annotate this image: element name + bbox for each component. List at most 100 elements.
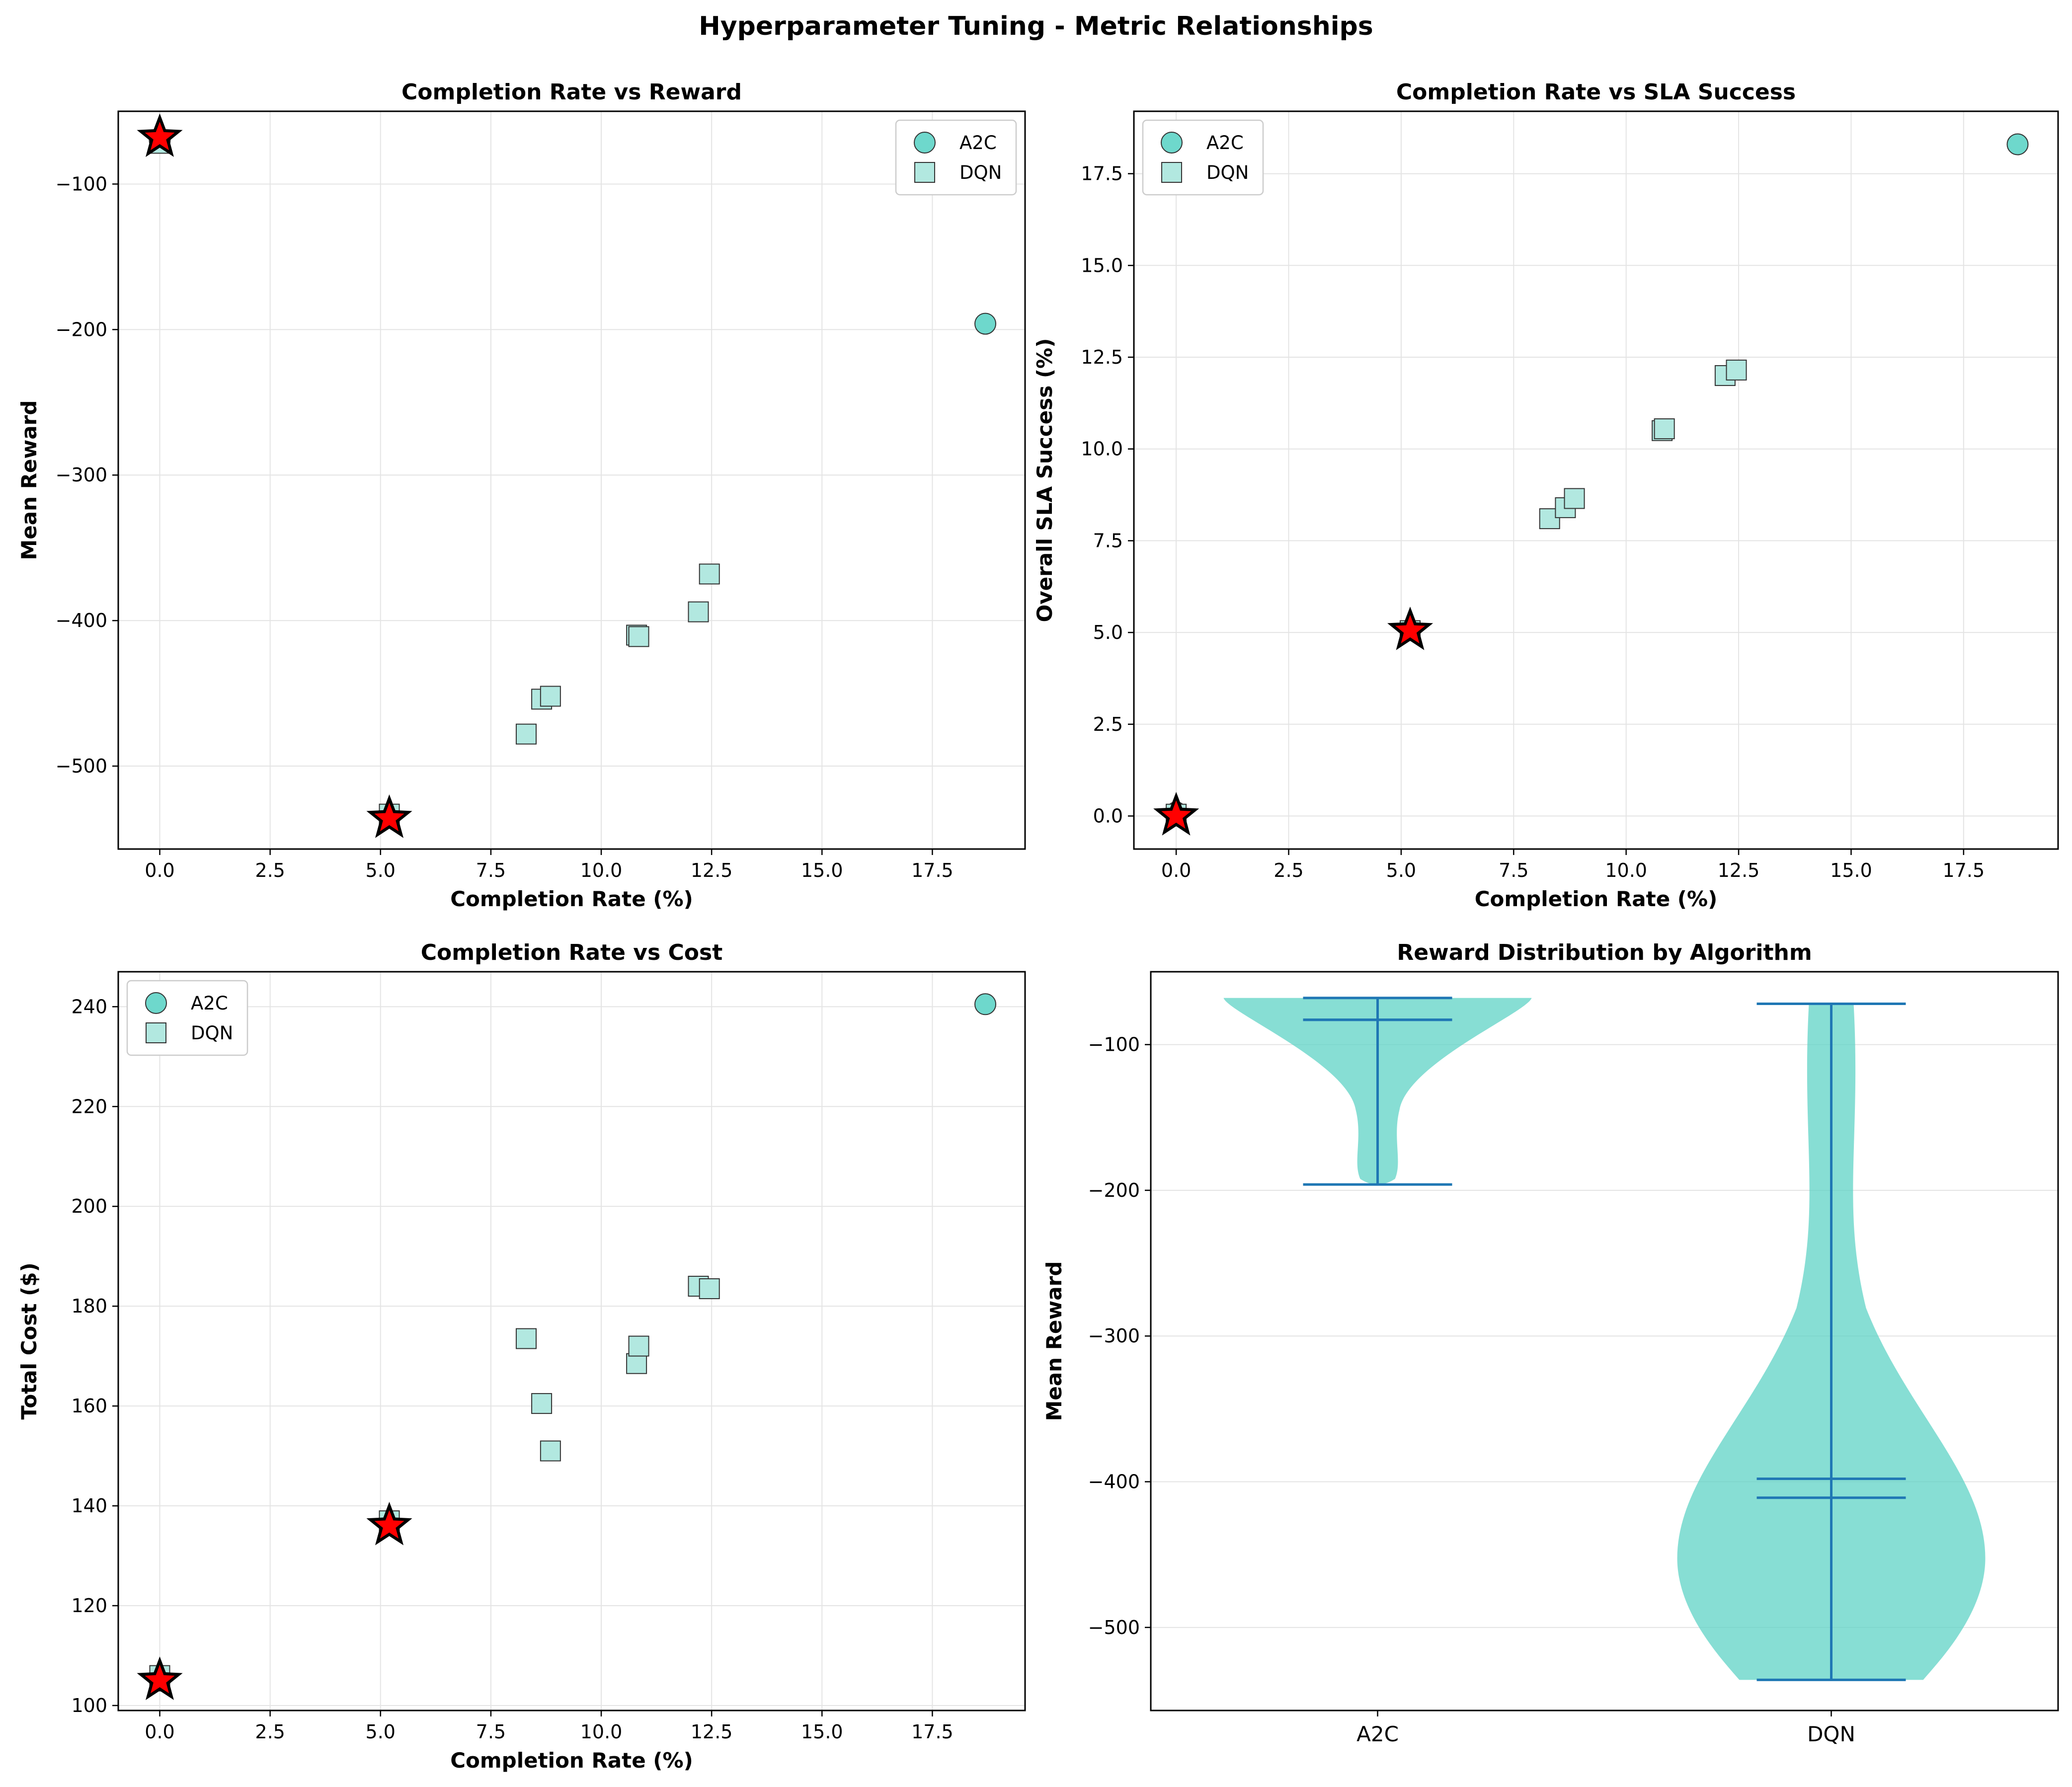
legend-box — [1142, 119, 1264, 196]
legend-marker-dqn — [1161, 162, 1182, 183]
legend-label-a2c: A2C — [959, 132, 997, 154]
legend-marker-a2c — [145, 992, 167, 1014]
point-dqn — [515, 723, 537, 745]
best-star-marker — [1387, 606, 1434, 650]
point-dqn — [688, 601, 709, 622]
y-tick-label: 0.0 — [1093, 805, 1123, 827]
subplot-4: A2C DQN −100 −200 −300 −400 −500 Reward Distrib… — [1042, 940, 2059, 1746]
legend-box — [126, 980, 248, 1056]
axes-frame — [1150, 971, 2059, 1711]
y-axis-label: Overall SLA Success (%) — [1033, 338, 1057, 622]
x-tick-label: 5.0 — [1386, 859, 1416, 881]
x-tick-label: 17.5 — [1943, 859, 1985, 881]
x-tick-label: 12.5 — [691, 859, 733, 881]
legend-marker-dqn — [146, 1022, 166, 1043]
legend: A2C DQN — [126, 980, 248, 1056]
y-tick-label: 180 — [71, 1295, 107, 1317]
subplot-title: Completion Rate vs Cost — [421, 940, 722, 965]
y-tick-label: 12.5 — [1081, 346, 1123, 368]
subplot-title: Completion Rate vs SLA Success — [1396, 79, 1796, 105]
y-tick-label: 10.0 — [1081, 438, 1123, 460]
x-tick-label: 10.0 — [1605, 859, 1647, 881]
axes-frame — [1133, 110, 2059, 850]
best-star-marker — [137, 1656, 183, 1700]
point-dqn — [626, 1353, 647, 1374]
point-dqn — [699, 1278, 720, 1300]
x-tick-label: 0.0 — [145, 1721, 174, 1743]
y-axis-label: Total Cost ($) — [17, 1262, 41, 1419]
axes-frame — [117, 110, 1026, 850]
y-tick-label: −100 — [1088, 1034, 1140, 1056]
y-tick-label: −200 — [56, 318, 107, 340]
legend-marker-a2c — [914, 132, 936, 154]
y-tick-label: 100 — [71, 1695, 107, 1716]
point-dqn — [628, 1335, 649, 1357]
point-dqn — [1564, 488, 1585, 509]
subplot-1: 0.0 2.5 5.0 7.5 10.0 12.5 15.0 17.5 −100 −200 −300… — [17, 79, 1026, 911]
point-dqn — [540, 1440, 561, 1462]
y-tick-label: 160 — [71, 1395, 107, 1417]
x-tick-label: 15.0 — [801, 1721, 843, 1743]
x-tick-label: 7.5 — [1499, 859, 1528, 881]
x-axis-label: Completion Rate (%) — [1475, 887, 1718, 911]
y-tick-label: 120 — [71, 1595, 107, 1617]
best-star-marker — [1153, 792, 1199, 836]
y-tick-label: 2.5 — [1093, 713, 1123, 735]
x-tick-label: 10.0 — [580, 859, 623, 881]
subplot-3: 0.0 2.5 5.0 7.5 10.0 12.5 15.0 17.5 100 120 140 160… — [17, 940, 1026, 1773]
x-tick-label: 17.5 — [911, 1721, 954, 1743]
legend-marker-dqn — [914, 162, 935, 183]
point-a2c — [974, 312, 997, 335]
point-a2c — [974, 993, 997, 1015]
x-tick-label: 10.0 — [580, 1721, 623, 1743]
legend-box — [895, 119, 1017, 196]
x-axis-label: Completion Rate (%) — [450, 1748, 693, 1773]
y-tick-label: −500 — [56, 755, 107, 777]
figure-title: Hyperparameter Tuning - Metric Relations… — [699, 11, 1373, 41]
y-tick-label: −300 — [56, 464, 107, 486]
point-dqn — [699, 563, 720, 585]
best-star-marker — [366, 1501, 412, 1546]
x-tick-label: 2.5 — [255, 859, 285, 881]
y-tick-label: −100 — [56, 173, 107, 195]
y-tick-label: −500 — [1088, 1617, 1140, 1638]
subplot-2: 0.0 2.5 5.0 7.5 10.0 12.5 15.0 17.5 0.0 2.5 5.0 7.5… — [1033, 79, 2059, 911]
x-tick-label: 5.0 — [366, 859, 396, 881]
legend-label-dqn: DQN — [191, 1022, 233, 1044]
x-tick-label: A2C — [1356, 1722, 1399, 1746]
point-dqn — [515, 1328, 537, 1349]
x-tick-label: 17.5 — [911, 859, 954, 881]
legend-label-a2c: A2C — [1206, 132, 1244, 154]
legend-label-dqn: DQN — [1206, 162, 1249, 183]
x-tick-label: 5.0 — [366, 1721, 396, 1743]
x-tick-label: 0.0 — [1161, 859, 1191, 881]
x-axis-label: Completion Rate (%) — [450, 887, 693, 911]
y-tick-label: −400 — [56, 610, 107, 631]
y-tick-label: −200 — [1088, 1179, 1140, 1201]
legend: A2C DQN — [1142, 119, 1264, 196]
legend-label-dqn: DQN — [959, 162, 1002, 183]
point-dqn — [1726, 359, 1747, 381]
x-tick-label: 2.5 — [255, 1721, 285, 1743]
x-tick-label: DQN — [1807, 1722, 1855, 1746]
y-tick-label: 17.5 — [1081, 163, 1123, 185]
subplot-title: Completion Rate vs Reward — [401, 79, 742, 105]
x-tick-label: 15.0 — [801, 859, 843, 881]
legend-label-a2c: A2C — [191, 993, 228, 1014]
y-tick-label: 7.5 — [1093, 530, 1123, 551]
subplot-title: Reward Distribution by Algorithm — [1397, 940, 1812, 965]
y-tick-label: −400 — [1088, 1471, 1140, 1493]
y-tick-label: 5.0 — [1093, 622, 1123, 643]
point-dqn — [540, 686, 561, 707]
y-tick-label: 220 — [71, 1095, 107, 1117]
legend-marker-a2c — [1161, 132, 1183, 154]
axes-frame — [117, 971, 1026, 1711]
x-tick-label: 7.5 — [476, 859, 506, 881]
point-dqn — [531, 1393, 553, 1414]
x-tick-label: 0.0 — [145, 859, 174, 881]
point-dqn — [628, 626, 649, 647]
point-dqn — [1654, 418, 1675, 440]
best-star-marker — [366, 794, 412, 838]
